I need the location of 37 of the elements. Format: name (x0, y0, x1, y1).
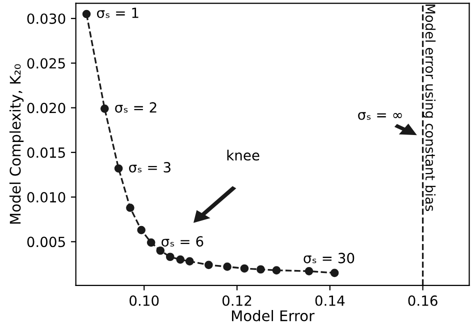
point (126, 204, 134, 212)
x-tick-label: 0.12 (222, 295, 252, 306)
annotation: σₛ = 30 (304, 252, 354, 264)
ref-line-label: Model error using constant bias (422, 4, 436, 211)
point (137, 226, 146, 234)
point (240, 264, 249, 273)
annotation: σₛ = 3 (129, 162, 170, 173)
y-tick-label: 0.020 (27, 102, 66, 114)
point (185, 257, 194, 266)
point (176, 255, 185, 264)
annotation: σₛ = 1 (97, 8, 138, 18)
annotation: σₛ = ∞ (358, 112, 402, 120)
annotation: σₛ = 2 (115, 102, 156, 113)
point (156, 246, 165, 255)
x-tick-label: 0.10 (130, 295, 159, 306)
point (146, 238, 156, 247)
point (82, 10, 91, 18)
y-tick-label: 0.005 (27, 236, 65, 248)
point (100, 104, 109, 113)
y-tick-label: 0.030 (27, 13, 66, 24)
x-tick-label: 0.14 (315, 295, 345, 306)
y-tick-label: 0.015 (27, 147, 65, 158)
y-tick-label: 0.025 (27, 58, 65, 69)
x-tick-label: 0.16 (408, 295, 438, 306)
y-tick-label: 0.010 (27, 192, 66, 203)
annotation: σₛ = 6 (162, 236, 204, 247)
x-axis-title: Model Error (232, 310, 315, 322)
y-axis-title: Model Complexity, K₂₀ (9, 64, 24, 224)
point (304, 266, 314, 276)
point (223, 262, 232, 271)
point (256, 265, 265, 274)
point (166, 252, 174, 262)
point (272, 266, 281, 274)
point (330, 268, 339, 278)
annotation: knee (227, 150, 260, 161)
point (204, 260, 213, 270)
point (114, 164, 123, 173)
